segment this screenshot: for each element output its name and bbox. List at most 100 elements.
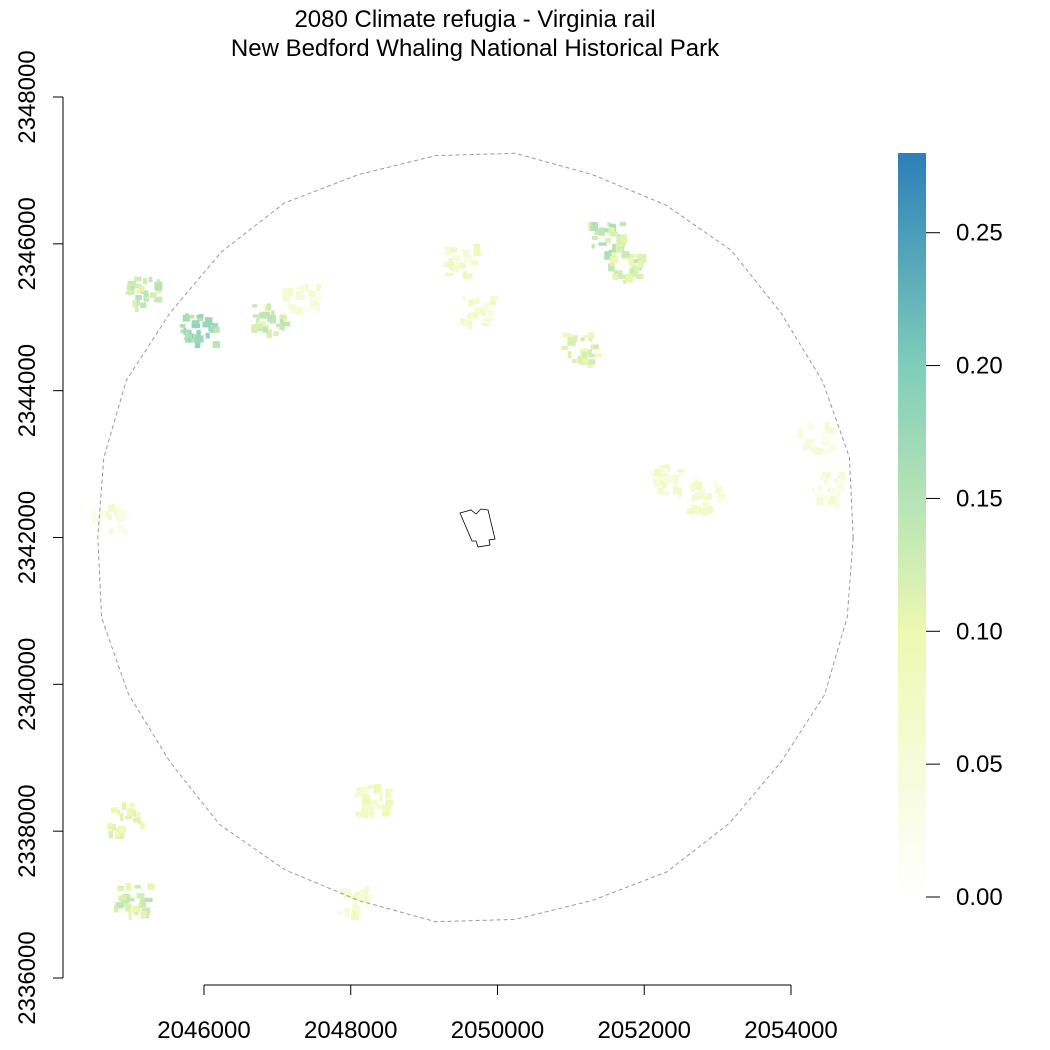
habitat-cell — [156, 290, 162, 294]
habitat-cell — [618, 274, 627, 279]
habitat-cell — [490, 295, 499, 300]
habitat-cell — [838, 489, 842, 495]
habitat-cell — [450, 247, 455, 253]
habitat-cell — [132, 300, 137, 308]
habitat-cell — [613, 270, 623, 277]
habitat-cell — [179, 324, 186, 328]
habitat-cell — [799, 433, 803, 439]
habitat-cell — [701, 489, 706, 495]
habitat-cell — [187, 329, 192, 338]
x-axis-tick-label: 2048000 — [304, 1017, 397, 1044]
habitat-cell — [814, 492, 823, 500]
habitat-cell — [107, 514, 112, 520]
habitat-cell — [356, 787, 363, 796]
habitat-cell — [295, 291, 305, 301]
habitat-cell — [141, 290, 148, 294]
habitat-cell — [128, 911, 132, 921]
habitat-cell — [717, 499, 724, 503]
legend-tick-label: 0.00 — [956, 884, 1003, 911]
habitat-cell — [134, 276, 142, 282]
x-axis-tick-label: 2052000 — [598, 1017, 691, 1044]
legend-tick-label: 0.05 — [956, 751, 1003, 778]
habitat-cell — [118, 895, 128, 901]
habitat-cell — [362, 794, 370, 803]
habitat-cell — [659, 478, 663, 486]
habitat-cell — [140, 911, 148, 918]
habitat-cell — [132, 905, 141, 913]
habitat-cell — [452, 263, 460, 272]
habitat-cell — [382, 805, 392, 814]
habitat-cell — [125, 903, 132, 912]
habitat-cell — [267, 314, 276, 322]
habitat-cell — [191, 323, 201, 329]
habitat-cell — [472, 298, 480, 304]
habitat-cell — [140, 302, 147, 308]
habitat-cell — [664, 464, 670, 472]
habitat-cell — [367, 806, 375, 811]
habitat-cell — [464, 320, 472, 327]
habitat-patch — [588, 221, 628, 260]
y-axis-tick-label: 2340000 — [14, 638, 41, 731]
habitat-cell — [825, 428, 834, 434]
habitat-cell — [121, 804, 126, 811]
habitat-cell — [381, 812, 389, 817]
habitat-cell — [581, 351, 587, 359]
habitat-cell — [134, 885, 141, 889]
habitat-cell — [590, 344, 599, 350]
habitat-cell — [698, 494, 705, 499]
habitat-cell — [821, 441, 829, 446]
habitat-cell — [564, 333, 573, 338]
habitat-cell — [205, 332, 210, 339]
habitat-cell — [340, 888, 347, 895]
habitat-cell — [462, 295, 466, 302]
habitat-cell — [120, 826, 127, 833]
habitat-cell — [359, 889, 366, 895]
habitat-patch — [106, 801, 145, 840]
habitat-cell — [288, 304, 297, 310]
habitat-patch — [686, 478, 726, 516]
habitat-cell — [117, 887, 124, 891]
habitat-cell — [143, 278, 147, 284]
habitat-cell — [185, 313, 189, 319]
habitat-cell — [108, 831, 113, 839]
habitat-cell — [125, 882, 132, 891]
habitat-cell — [148, 277, 153, 282]
habitat-cell — [612, 243, 616, 251]
habitat-cell — [621, 251, 630, 258]
habitat-cell — [715, 486, 722, 494]
habitat-cell — [373, 784, 381, 793]
habitat-cell — [594, 228, 603, 235]
habitat-cell — [475, 307, 484, 315]
habitat-cell — [295, 307, 304, 314]
habitat-cell — [208, 326, 213, 332]
habitat-cell — [444, 247, 453, 255]
habitat-cell — [309, 296, 317, 301]
habitat-cell — [473, 243, 481, 253]
habitat-cell — [139, 822, 145, 829]
habitat-cell — [609, 256, 619, 264]
habitat-patch — [337, 886, 372, 920]
habitat-cell — [617, 237, 623, 245]
habitat-cell — [452, 255, 461, 260]
x-axis-tick-label: 2054000 — [744, 1017, 837, 1044]
habitat-cell — [638, 254, 647, 263]
habitat-cell — [385, 788, 393, 792]
habitat-cell — [658, 471, 667, 478]
habitat-cell — [637, 260, 644, 268]
habitat-cell — [384, 790, 392, 799]
habitat-cell — [821, 472, 831, 479]
habitat-cell — [108, 529, 114, 535]
habitat-cell — [701, 508, 709, 516]
habitat-cell — [824, 476, 828, 485]
habitat-cell — [481, 311, 486, 317]
habitat-cell — [467, 313, 471, 318]
habitat-cell — [811, 447, 819, 453]
habitat-cell — [572, 359, 577, 363]
legend-tick-label: 0.20 — [956, 353, 1003, 380]
habitat-cell — [115, 503, 124, 510]
habitat-patch — [251, 303, 291, 339]
habitat-cell — [583, 334, 592, 338]
habitat-cell — [612, 273, 619, 280]
habitat-cell — [467, 323, 472, 330]
habitat-cell — [561, 346, 568, 351]
